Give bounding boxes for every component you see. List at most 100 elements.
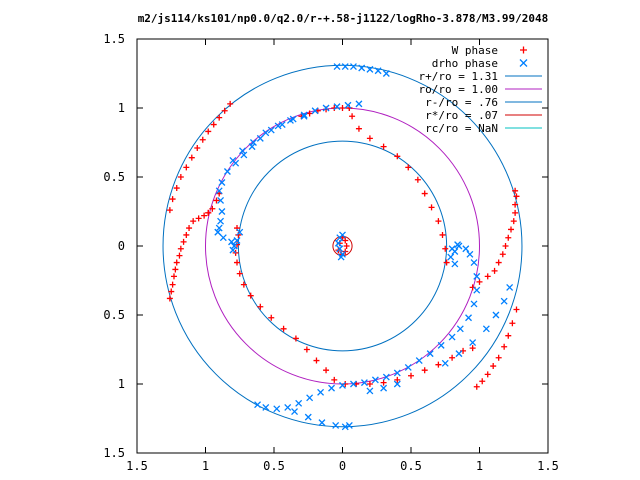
y-tick-label: 1.5 bbox=[103, 446, 125, 460]
legend-label: ro/ro = 1.00 bbox=[419, 83, 498, 96]
data-point bbox=[339, 105, 346, 111]
data-point bbox=[166, 207, 173, 214]
data-point bbox=[218, 208, 226, 215]
data-point bbox=[195, 215, 202, 222]
data-point bbox=[510, 218, 517, 225]
data-point bbox=[495, 259, 502, 266]
data-point bbox=[470, 300, 478, 308]
data-point bbox=[382, 70, 390, 77]
data-point bbox=[513, 306, 520, 313]
data-point bbox=[230, 242, 238, 250]
data-point bbox=[166, 295, 173, 302]
ticks-layer: 1.5 1 0.5 0 0.5 1 1.51.510.500.511.5 bbox=[103, 32, 559, 473]
legend-label: r*/ro = .07 bbox=[425, 109, 498, 122]
data-point bbox=[186, 225, 193, 232]
data-point bbox=[505, 234, 512, 241]
data-point bbox=[300, 112, 308, 120]
data-point bbox=[506, 283, 514, 291]
legend-label: rc/ro = NaN bbox=[425, 122, 498, 135]
data-point bbox=[349, 113, 356, 120]
x-tick-label: 0.5 bbox=[263, 459, 285, 473]
data-point bbox=[473, 272, 481, 280]
data-point bbox=[366, 65, 374, 73]
data-point bbox=[500, 297, 508, 305]
data-point bbox=[177, 174, 184, 180]
data-point bbox=[341, 423, 349, 431]
data-point bbox=[512, 187, 519, 194]
data-point bbox=[456, 325, 464, 333]
data-point bbox=[306, 394, 314, 402]
data-point bbox=[205, 209, 212, 216]
data-point bbox=[491, 267, 498, 274]
data-point bbox=[343, 243, 350, 249]
legend-label: r+/ro = 1.31 bbox=[419, 70, 498, 83]
data-point bbox=[323, 367, 330, 374]
data-point bbox=[344, 101, 352, 109]
data-point bbox=[240, 281, 247, 288]
data-point bbox=[170, 273, 177, 280]
data-point bbox=[177, 245, 184, 252]
data-point bbox=[366, 135, 373, 142]
data-point bbox=[435, 218, 442, 225]
data-point bbox=[254, 401, 262, 409]
data-point bbox=[173, 259, 180, 266]
data-point bbox=[414, 176, 421, 183]
data-point bbox=[217, 197, 225, 204]
data-point bbox=[512, 201, 519, 208]
data-point bbox=[501, 343, 508, 350]
data-point bbox=[484, 371, 491, 378]
data-point bbox=[228, 238, 235, 246]
data-point bbox=[313, 357, 320, 364]
x-tick-label: 0 bbox=[339, 459, 346, 473]
data-point bbox=[339, 381, 346, 389]
data-point bbox=[465, 314, 472, 322]
data-point bbox=[328, 384, 335, 392]
data-point bbox=[495, 354, 502, 361]
data-point bbox=[333, 103, 341, 111]
y-tick-label: 0.5 bbox=[103, 170, 125, 184]
data-point bbox=[469, 345, 476, 352]
data-point bbox=[490, 363, 497, 370]
data-point bbox=[229, 246, 237, 254]
data-point bbox=[317, 388, 325, 396]
data-point bbox=[322, 104, 330, 112]
data-point bbox=[421, 367, 428, 374]
data-point bbox=[332, 421, 340, 429]
data-point bbox=[366, 387, 374, 395]
data-point bbox=[355, 100, 363, 108]
data-point bbox=[476, 278, 483, 285]
data-point bbox=[227, 100, 234, 107]
data-point bbox=[183, 164, 190, 171]
data-point bbox=[273, 405, 281, 413]
data-point bbox=[499, 251, 506, 258]
data-point bbox=[304, 413, 312, 421]
data-point bbox=[393, 369, 401, 377]
x-tick-label: 1 bbox=[202, 459, 209, 473]
data-point bbox=[268, 314, 275, 321]
y-tick-label: 1 bbox=[118, 377, 125, 391]
data-point bbox=[473, 383, 480, 390]
data-point bbox=[188, 154, 195, 161]
series-layer bbox=[166, 63, 520, 431]
data-point bbox=[513, 193, 520, 200]
data-point bbox=[374, 67, 382, 75]
data-point bbox=[331, 376, 338, 383]
data-point bbox=[466, 250, 474, 258]
data-point bbox=[455, 242, 463, 250]
data-point bbox=[336, 234, 344, 242]
data-point bbox=[262, 404, 270, 411]
data-point bbox=[262, 129, 270, 137]
x-tick-label: 1.5 bbox=[537, 459, 559, 473]
y-tick-label: 1.5 bbox=[103, 32, 125, 46]
data-point bbox=[512, 209, 519, 216]
data-point bbox=[249, 139, 257, 146]
data-point bbox=[393, 380, 401, 388]
data-point bbox=[216, 114, 223, 121]
data-point bbox=[455, 350, 463, 358]
x-tick-label: 1.5 bbox=[126, 459, 148, 473]
data-point bbox=[239, 147, 246, 155]
data-point bbox=[190, 218, 197, 225]
data-point bbox=[215, 187, 223, 195]
data-point bbox=[336, 245, 344, 253]
